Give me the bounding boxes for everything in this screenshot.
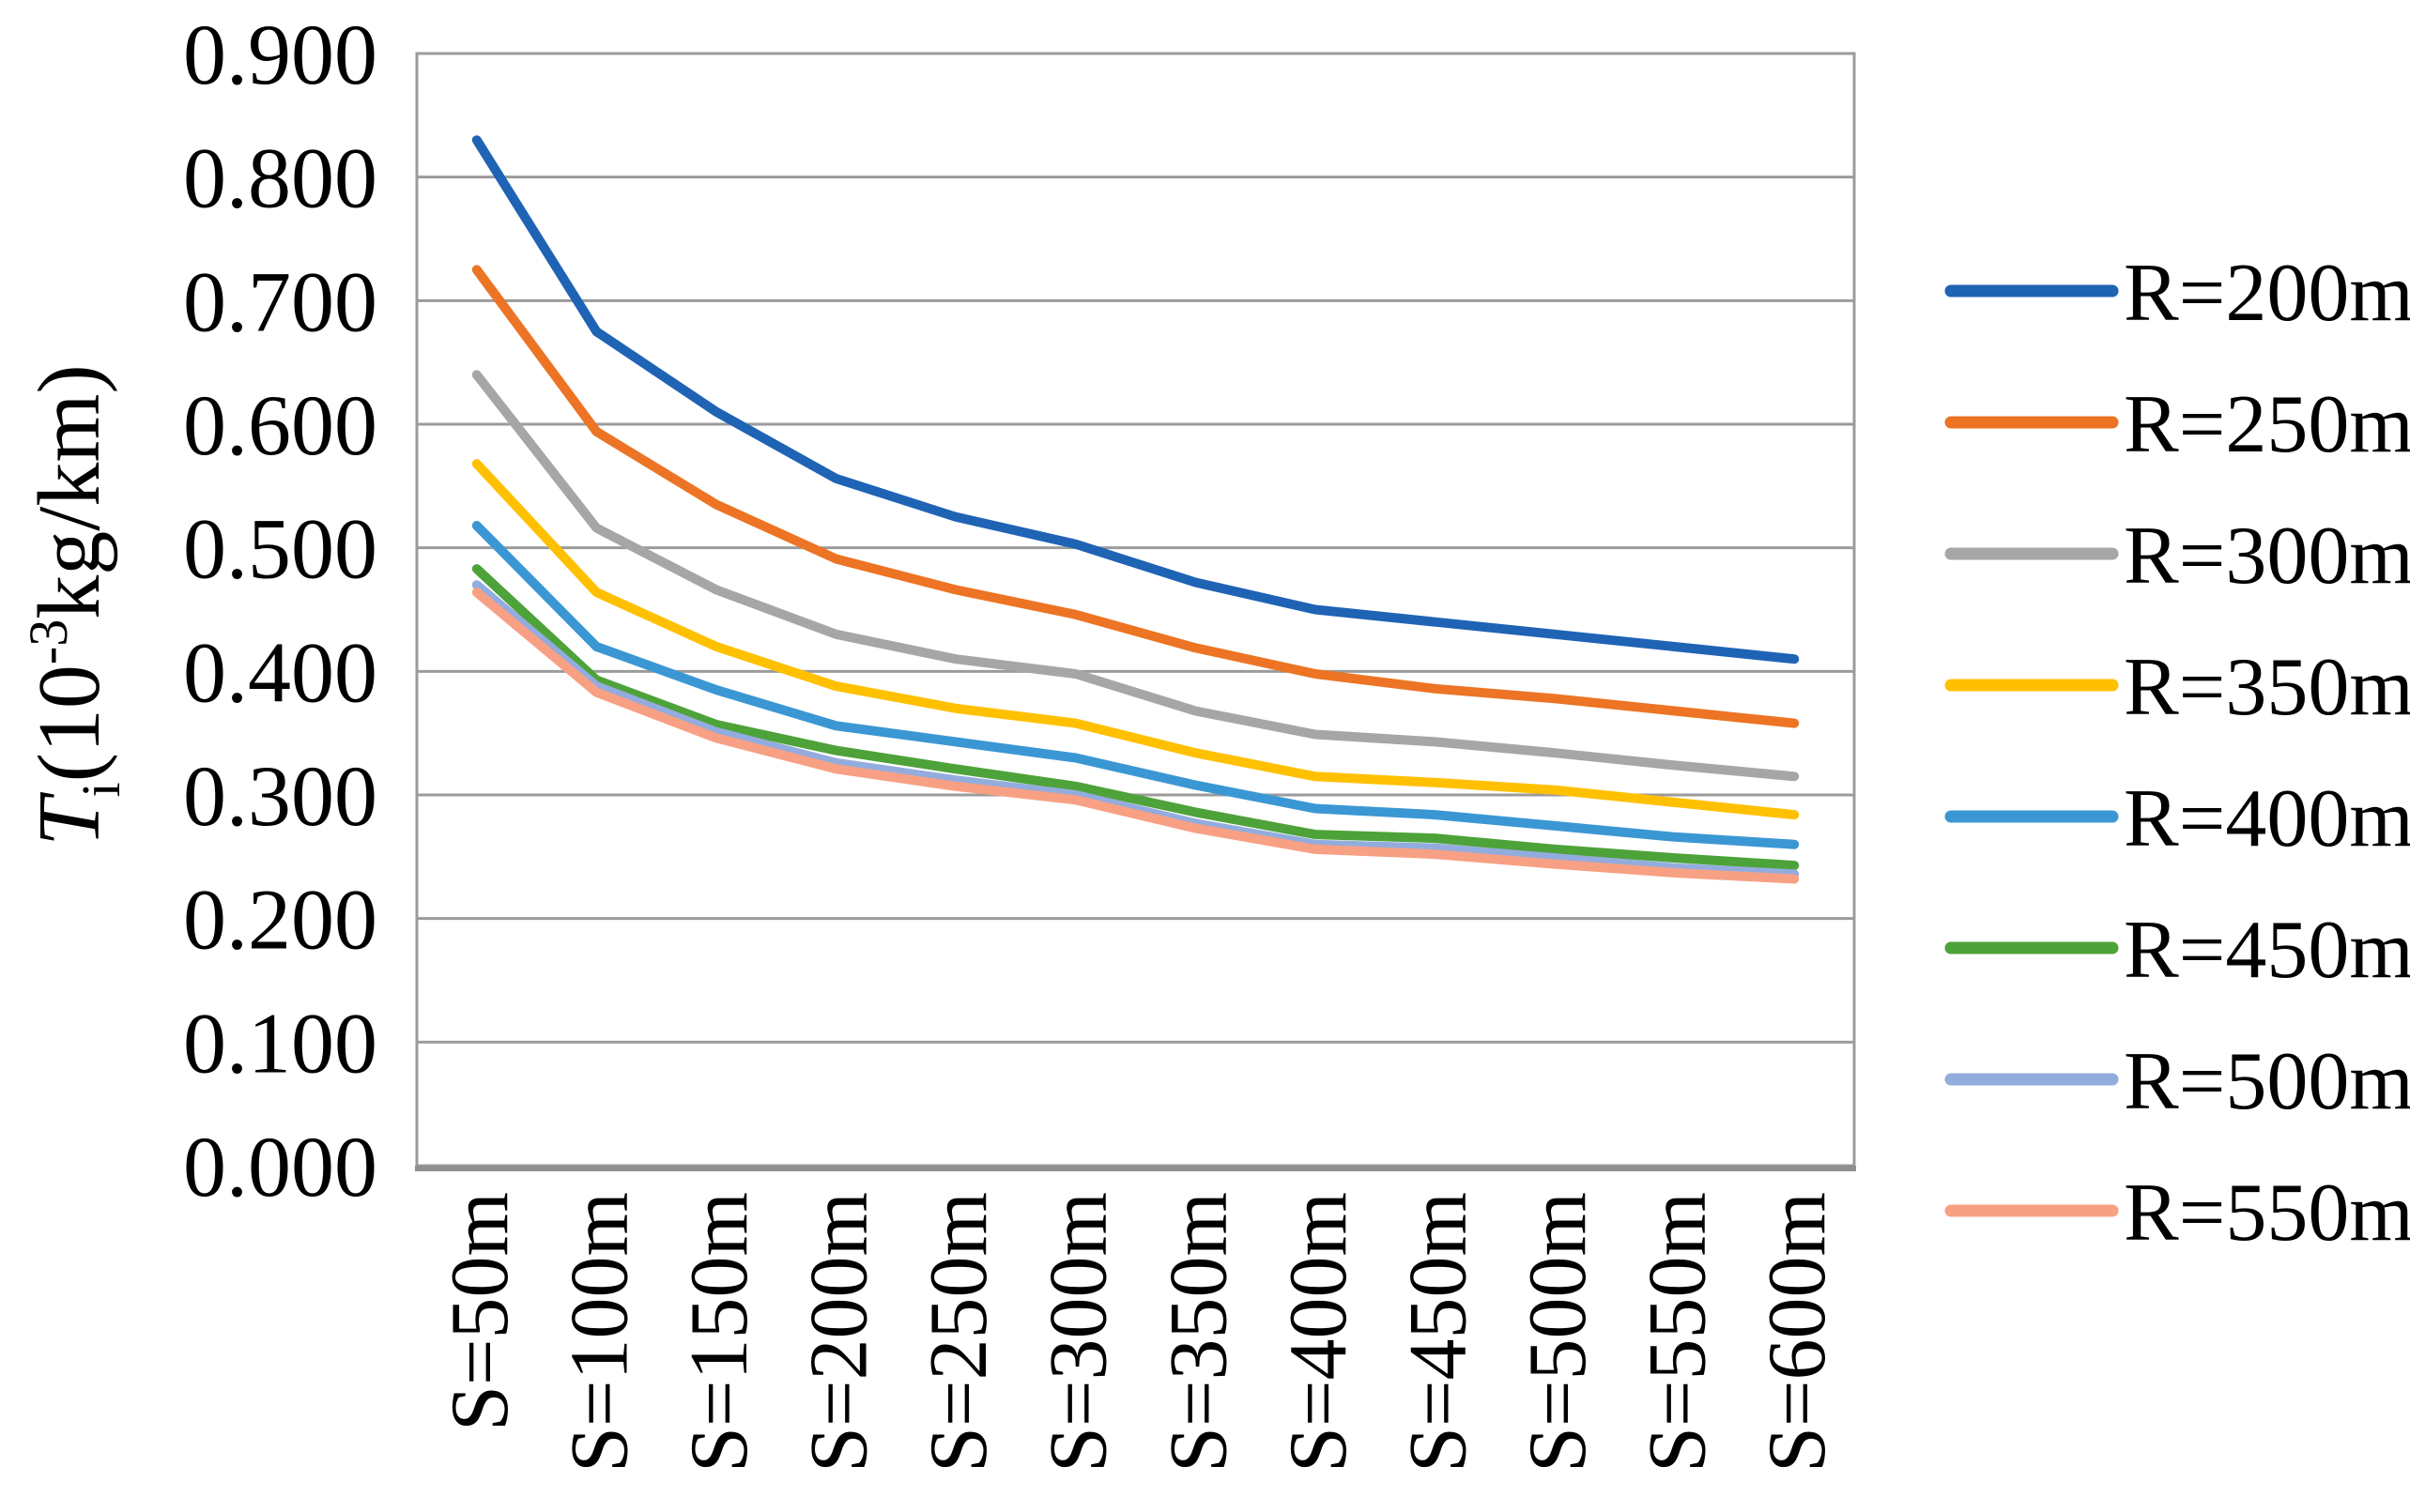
x-category-label: S=150m — [674, 1192, 765, 1473]
series-line-r300m — [471, 370, 1800, 782]
legend-entry: R=500m — [1944, 1036, 2410, 1127]
series-line-r550m — [471, 588, 1800, 884]
legend: R=200m R=250m R=300m R=350m R=400m R=450m R=50… — [1944, 248, 2410, 1259]
legend-entry: R=400m — [1944, 773, 2410, 864]
x-category-label: S=500m — [1512, 1192, 1604, 1473]
x-category-label: S=400m — [1273, 1192, 1364, 1473]
x-category-label: S=550m — [1633, 1192, 1724, 1473]
y-tick-label: 0.900 — [183, 7, 377, 102]
y-tick-label: 0.400 — [183, 624, 377, 720]
series-line-r350m — [471, 459, 1800, 820]
y-axis-title-part: i — [70, 782, 131, 797]
y-axis-title-part: (10 — [21, 664, 118, 782]
x-category-label: S=200m — [794, 1192, 885, 1473]
x-category-label: S=250m — [913, 1192, 1005, 1473]
series-line-r200m — [471, 135, 1800, 664]
series-line-r250m — [471, 265, 1800, 728]
legend-entry: R=450m — [1944, 905, 2410, 996]
y-tick-label: 0.100 — [183, 995, 377, 1091]
y-axis-title-text: Ti(10-3kg/km) — [18, 364, 131, 847]
legend-entry: R=200m — [1944, 248, 2410, 339]
legend-entry: R=350m — [1944, 642, 2410, 733]
y-tick-label: 0.500 — [183, 501, 377, 597]
legend-label-r400m: R=400m — [2124, 773, 2410, 864]
x-category-label: S=350m — [1153, 1192, 1244, 1473]
y-axis-title-part: T — [21, 792, 118, 847]
series-line-r500m — [471, 580, 1800, 879]
legend-label-r550m: R=550m — [2124, 1168, 2410, 1259]
plot-frame — [415, 52, 1856, 1171]
x-category-label: S=100m — [554, 1192, 645, 1473]
legend-entry: R=300m — [1944, 511, 2410, 602]
legend-entry: R=250m — [1944, 379, 2410, 470]
series-lines — [471, 135, 1800, 884]
y-tick-label: 0.000 — [183, 1119, 377, 1214]
x-category-label: S=450m — [1392, 1192, 1483, 1473]
y-axis-ticks: 0.000 0.100 0.200 0.300 0.400 0.500 0.600 0.700… — [183, 7, 377, 1214]
legend-label-r200m: R=200m — [2124, 248, 2410, 339]
y-tick-label: 0.700 — [183, 253, 377, 349]
y-tick-label: 0.200 — [183, 872, 377, 968]
legend-label-r350m: R=350m — [2124, 642, 2410, 733]
x-category-label: S=50m — [435, 1192, 526, 1431]
y-tick-label: 0.600 — [183, 377, 377, 473]
legend-label-r250m: R=250m — [2124, 379, 2410, 470]
x-category-label: S=600m — [1752, 1192, 1843, 1473]
series-line-r400m — [471, 521, 1800, 849]
y-axis-title-part: -3 — [18, 619, 79, 664]
y-axis-title: Ti(10-3kg/km) — [18, 364, 131, 847]
y-tick-label: 0.800 — [183, 130, 377, 226]
y-tick-label: 0.300 — [183, 748, 377, 844]
legend-label-r500m: R=500m — [2124, 1036, 2410, 1127]
legend-entry: R=550m — [1944, 1168, 2410, 1259]
legend-label-r450m: R=450m — [2124, 905, 2410, 996]
series-line-r450m — [471, 564, 1800, 871]
x-axis-labels: S=50m S=100m S=150m S=200m S=250m S=300m S=350… — [435, 1192, 1843, 1473]
legend-label-r300m: R=300m — [2124, 511, 2410, 602]
y-axis-title-part: kg/km) — [21, 364, 118, 619]
x-category-label: S=300m — [1034, 1192, 1125, 1473]
